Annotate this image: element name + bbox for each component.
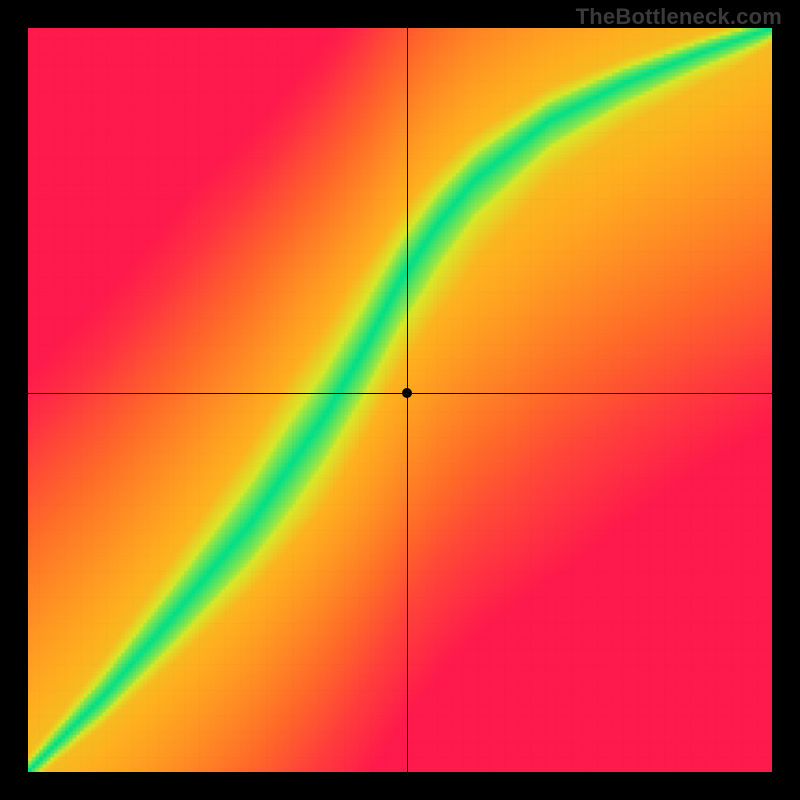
crosshair-horizontal (28, 393, 772, 394)
watermark-text: TheBottleneck.com (576, 4, 782, 30)
crosshair-vertical (407, 28, 408, 772)
heatmap-plot (28, 28, 772, 772)
chart-frame: TheBottleneck.com (0, 0, 800, 800)
marker-dot (402, 388, 412, 398)
heatmap-canvas (28, 28, 772, 772)
